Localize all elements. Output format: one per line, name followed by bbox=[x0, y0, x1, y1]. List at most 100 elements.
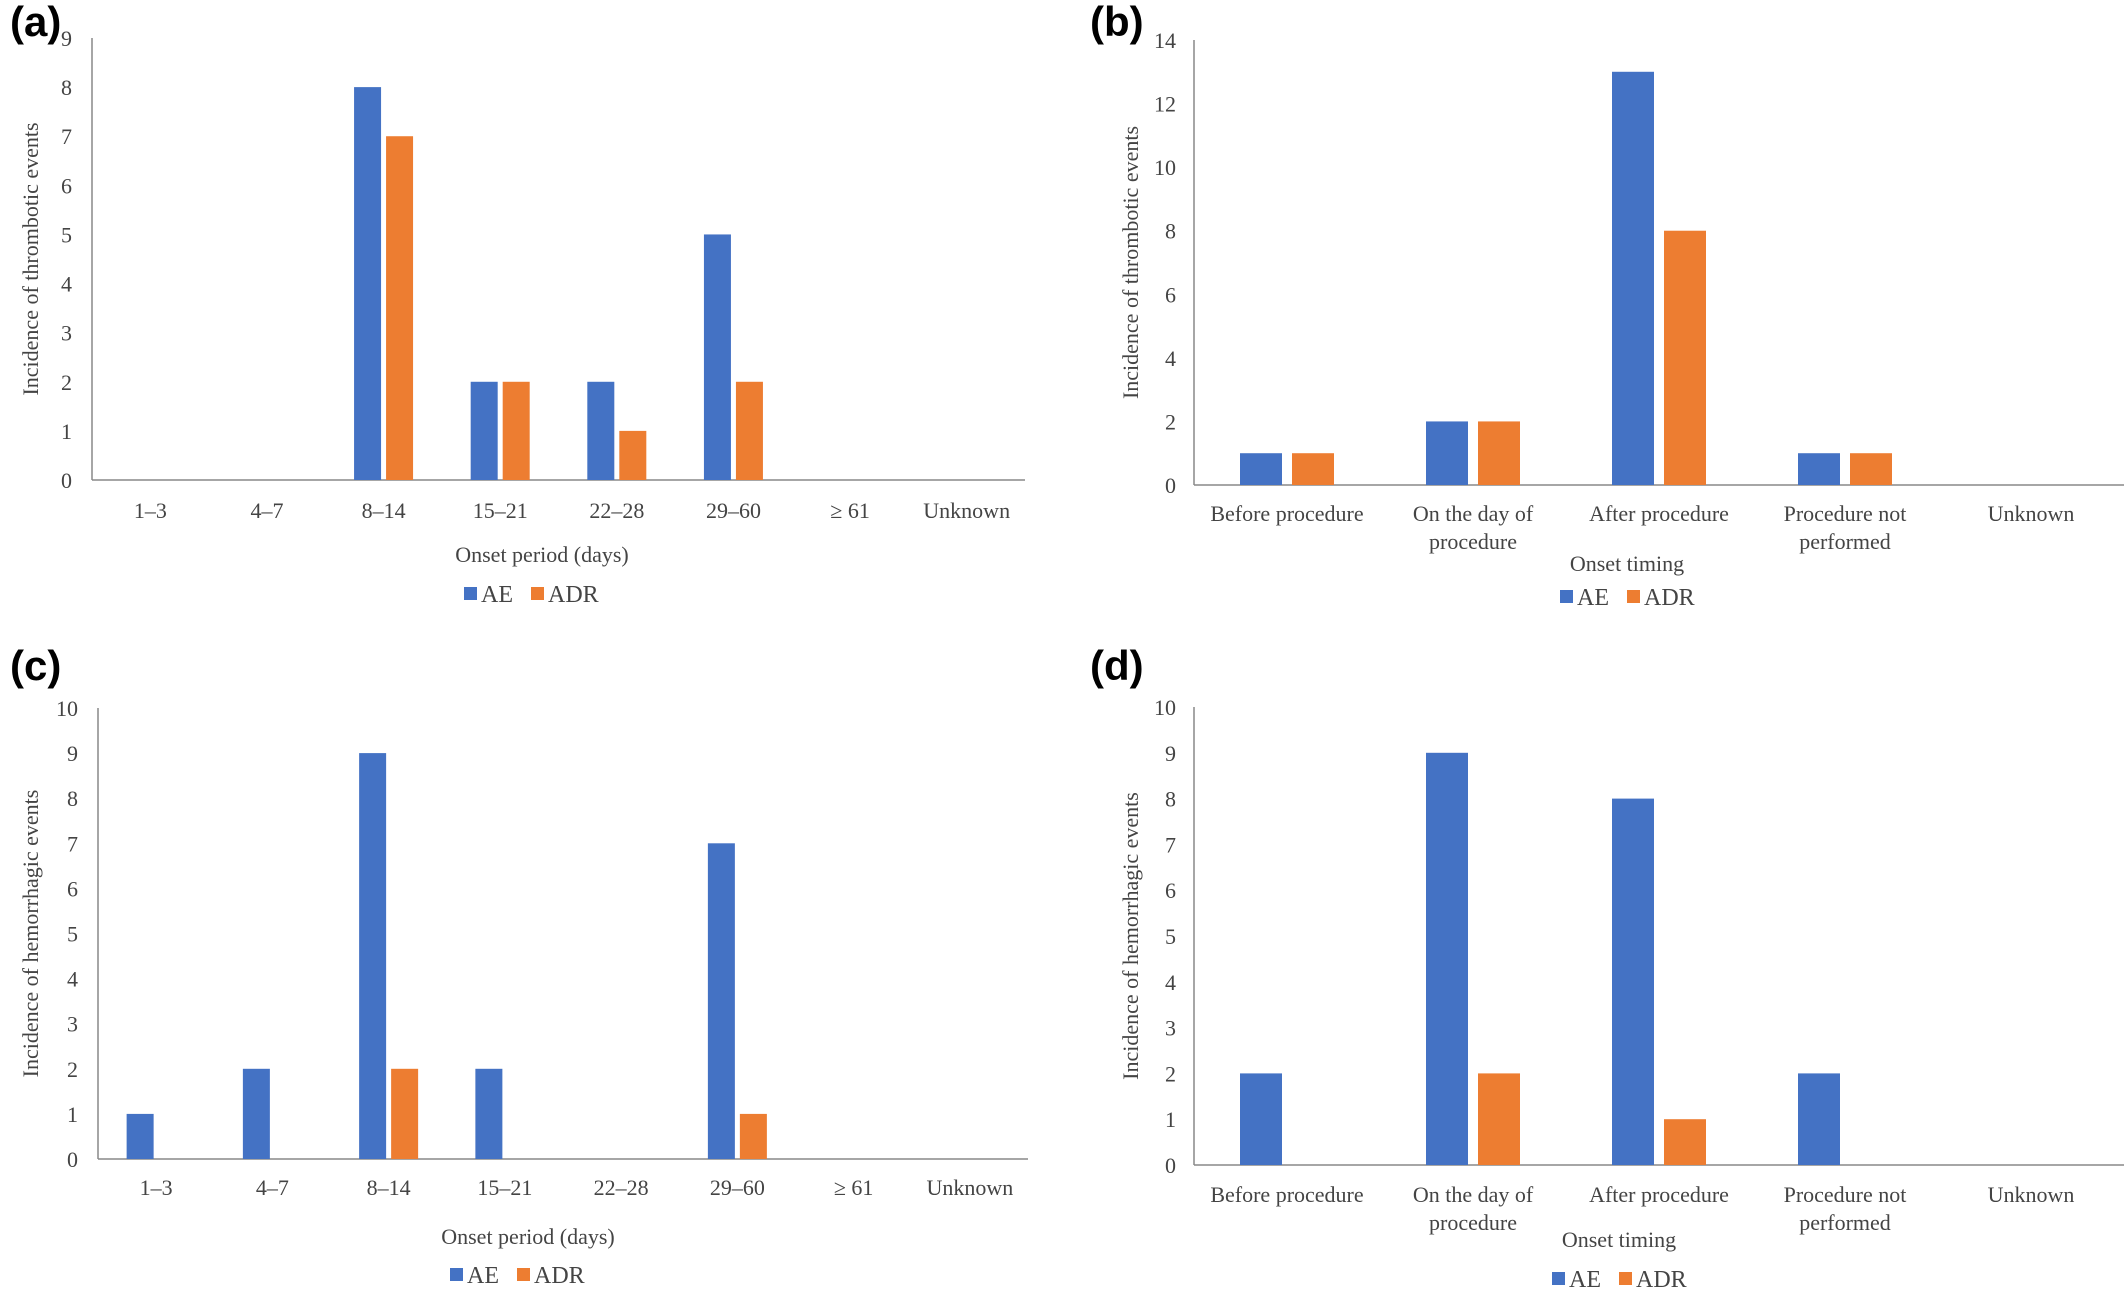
x-tick-label: 1–3 bbox=[140, 1175, 173, 1200]
bar-ae-2 bbox=[1426, 421, 1468, 485]
y-tick-label: 5 bbox=[67, 922, 78, 947]
bar-adr-4 bbox=[502, 381, 530, 480]
y-tick-label: 14 bbox=[1154, 28, 1176, 53]
y-axis-title: Incidence of hemorrhagic events bbox=[1118, 792, 1143, 1080]
legend: AE ADR bbox=[1552, 1267, 1687, 1293]
x-tick-label: Procedure not bbox=[1784, 501, 1907, 526]
y-tick-label: 8 bbox=[1165, 219, 1176, 244]
y-axis-title: Incidence of hemorrhagic events bbox=[18, 790, 43, 1078]
bar-adr-3 bbox=[391, 1068, 419, 1159]
y-tick-label: 0 bbox=[67, 1147, 78, 1172]
bar-adr-5 bbox=[619, 430, 647, 480]
y-tick-label: 1 bbox=[61, 419, 72, 444]
y-tick-label: 7 bbox=[67, 831, 78, 856]
legend-swatch-adr bbox=[1619, 1272, 1632, 1285]
bar-ae-4 bbox=[1798, 453, 1840, 485]
y-tick-label: 2 bbox=[1165, 1061, 1176, 1086]
legend-swatch-ae bbox=[1552, 1272, 1565, 1285]
legend-label-ae: AE bbox=[467, 1263, 499, 1289]
chart-panel-4: (d) 0 1 2 3 4 5 6 7 8 9 10 Incidence of hemorrhagic … bbox=[1090, 642, 2124, 1293]
bar-adr-6 bbox=[735, 381, 763, 480]
y-tick-label: 8 bbox=[67, 786, 78, 811]
y-tick-label: 6 bbox=[61, 173, 72, 198]
bar-ae-3 bbox=[1612, 798, 1654, 1165]
bar-ae-3 bbox=[359, 753, 387, 1159]
y-tick-label: 1 bbox=[1165, 1107, 1176, 1132]
x-axis-title: Onset timing bbox=[1570, 551, 1684, 576]
legend-swatch-ae bbox=[1560, 590, 1573, 603]
legend-label-adr: ADR bbox=[534, 1263, 585, 1289]
bar-adr-3 bbox=[386, 136, 414, 480]
y-tick-label: 0 bbox=[1165, 1153, 1176, 1178]
y-tick-label: 4 bbox=[67, 967, 78, 992]
x-tick-label: On the day of bbox=[1413, 1182, 1534, 1207]
x-tick-label: procedure bbox=[1429, 1210, 1517, 1235]
legend-label-adr: ADR bbox=[1636, 1267, 1687, 1293]
legend-swatch-adr bbox=[531, 587, 544, 600]
y-tick-label: 2 bbox=[61, 370, 72, 395]
bar-adr-1 bbox=[1292, 453, 1334, 485]
x-tick-label: performed bbox=[1799, 1210, 1891, 1235]
bar-ae-6 bbox=[703, 234, 731, 480]
x-tick-label: Unknown bbox=[923, 498, 1010, 523]
bar-ae-4 bbox=[470, 381, 498, 480]
bar-ae-1 bbox=[1240, 1073, 1282, 1165]
x-tick-label: Unknown bbox=[926, 1175, 1013, 1200]
bar-ae-5 bbox=[587, 381, 615, 480]
legend: AE ADR bbox=[1560, 585, 1695, 611]
legend-label-adr: ADR bbox=[548, 582, 599, 608]
y-tick-label: 8 bbox=[1165, 787, 1176, 812]
bar-ae-1 bbox=[1240, 453, 1282, 485]
chart-panel-1: (a) 0 1 2 3 4 5 6 7 8 9 Incidence of thrombotic eve… bbox=[10, 0, 1025, 608]
bar-ae-4 bbox=[475, 1068, 503, 1159]
x-tick-label: procedure bbox=[1429, 529, 1517, 554]
legend-label-ae: AE bbox=[1569, 1267, 1601, 1293]
y-axis-title: Incidence of thrombotic events bbox=[1118, 126, 1143, 399]
x-tick-label: 29–60 bbox=[710, 1175, 765, 1200]
x-tick-label: 15–21 bbox=[473, 498, 528, 523]
legend: AE ADR bbox=[464, 582, 599, 608]
x-tick-label: Before procedure bbox=[1210, 1182, 1363, 1207]
y-tick-label: 10 bbox=[1154, 155, 1176, 180]
y-tick-label: 4 bbox=[1165, 346, 1176, 371]
y-tick-label: 3 bbox=[1165, 1016, 1176, 1041]
y-tick-label: 2 bbox=[1165, 409, 1176, 434]
y-tick-label: 3 bbox=[61, 321, 72, 346]
x-tick-label: Before procedure bbox=[1210, 501, 1363, 526]
legend-label-ae: AE bbox=[1577, 585, 1609, 611]
bar-adr-3 bbox=[1664, 1119, 1706, 1165]
x-tick-label: After procedure bbox=[1589, 501, 1729, 526]
y-tick-label: 4 bbox=[1165, 970, 1176, 995]
x-tick-label: On the day of bbox=[1413, 501, 1534, 526]
legend: AE ADR bbox=[450, 1263, 585, 1289]
panel-label: (b) bbox=[1090, 0, 1144, 45]
bar-ae-3 bbox=[354, 87, 382, 480]
y-tick-label: 9 bbox=[61, 26, 72, 51]
y-tick-label: 5 bbox=[61, 222, 72, 247]
bar-ae-2 bbox=[1426, 752, 1468, 1165]
y-tick-label: 0 bbox=[1165, 473, 1176, 498]
x-axis-title: Onset period (days) bbox=[441, 1224, 615, 1249]
x-tick-label: Unknown bbox=[1988, 501, 2075, 526]
bar-ae-6 bbox=[707, 843, 735, 1159]
y-tick-label: 7 bbox=[1165, 832, 1176, 857]
y-tick-label: 2 bbox=[67, 1057, 78, 1082]
y-tick-label: 8 bbox=[61, 75, 72, 100]
y-tick-label: 10 bbox=[1154, 695, 1176, 720]
y-tick-label: 4 bbox=[61, 272, 72, 297]
y-tick-label: 5 bbox=[1165, 924, 1176, 949]
bar-ae-1 bbox=[126, 1113, 154, 1159]
chart-panel-3: (c) 0 1 2 3 4 5 6 7 8 9 10 Incidence of hemorrhagic … bbox=[10, 642, 1028, 1289]
legend-label-adr: ADR bbox=[1644, 585, 1695, 611]
y-tick-label: 6 bbox=[1165, 282, 1176, 307]
bar-ae-2 bbox=[242, 1068, 270, 1159]
y-tick-label: 1 bbox=[67, 1102, 78, 1127]
legend-swatch-ae bbox=[450, 1268, 463, 1281]
x-tick-label: ≥ 61 bbox=[834, 1175, 874, 1200]
panel-label: (c) bbox=[10, 642, 61, 689]
x-tick-label: performed bbox=[1799, 529, 1891, 554]
y-tick-label: 0 bbox=[61, 468, 72, 493]
x-tick-label: 22–28 bbox=[594, 1175, 649, 1200]
bar-ae-3 bbox=[1612, 71, 1654, 486]
